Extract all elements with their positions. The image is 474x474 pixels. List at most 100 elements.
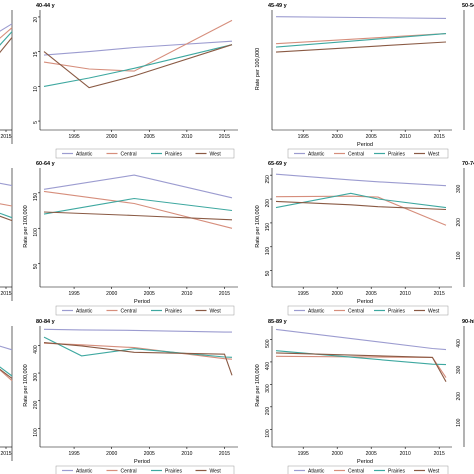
series-line-prairies bbox=[0, 31, 13, 46]
y-tick-label: 100 bbox=[265, 247, 271, 256]
y-tick-label: 100 bbox=[265, 429, 271, 438]
series-line-central bbox=[275, 355, 447, 378]
y-tick-label: 400 bbox=[33, 345, 39, 354]
legend-label: West bbox=[210, 469, 222, 474]
y-axis-title: Rate per 100,000 bbox=[255, 205, 261, 248]
legend-label: Central bbox=[348, 309, 364, 315]
y-tick-label: 200 bbox=[456, 392, 462, 401]
panel-title: 45-49 y bbox=[268, 3, 288, 9]
legend-label: Central bbox=[121, 309, 137, 315]
y-tick-label: 400 bbox=[456, 339, 462, 348]
x-tick-label: 2010 bbox=[181, 134, 192, 140]
legend-label: Prairies bbox=[165, 469, 182, 474]
series-line-prairies bbox=[43, 336, 233, 358]
x-tick-label: 2015 bbox=[0, 291, 11, 297]
y-tick-label: 200 bbox=[456, 218, 462, 227]
series-line-west bbox=[275, 41, 447, 53]
y-tick-label: 50 bbox=[265, 270, 271, 276]
legend-label: Atlantic bbox=[308, 309, 325, 315]
y-tick-label: 400 bbox=[265, 362, 271, 371]
panel-title: 50-54 y bbox=[462, 3, 474, 9]
series-line-atlantic bbox=[43, 174, 233, 199]
y-tick-label: 200 bbox=[265, 407, 271, 416]
legend bbox=[55, 465, 235, 474]
panel-partial-4: 2015 bbox=[0, 168, 13, 301]
series-line-west bbox=[43, 44, 233, 89]
x-tick-label: 2005 bbox=[144, 451, 155, 457]
x-tick-label: 2015 bbox=[0, 134, 11, 140]
legend-label: Central bbox=[121, 469, 137, 474]
legend-label: Prairies bbox=[165, 152, 182, 158]
panel-65-69-y: 65-69 y 1995 2000 2005 2010 2015 50 100 150 200 25… bbox=[255, 161, 452, 316]
x-tick-label: 2000 bbox=[332, 451, 343, 457]
panel-title: 60-64 y bbox=[36, 161, 56, 167]
legend-label: Atlantic bbox=[308, 152, 325, 158]
x-tick-label: 2015 bbox=[219, 291, 230, 297]
y-axis-title: Rate per 100,000 bbox=[255, 48, 261, 91]
legend-label: Atlantic bbox=[76, 152, 93, 158]
y-tick-label: 150 bbox=[265, 223, 271, 232]
series-line-west bbox=[275, 200, 447, 211]
legend bbox=[287, 148, 449, 159]
y-tick-label: 10 bbox=[33, 86, 39, 92]
legend-label: West bbox=[428, 309, 440, 315]
panel-85-89-y: 85-89 y 1995 2000 2005 2010 2015 100 200 300 400 5… bbox=[255, 319, 452, 474]
panel-title: 65-69 y bbox=[268, 161, 288, 167]
legend bbox=[55, 148, 235, 159]
y-axis-title: Rate per 100,000 bbox=[23, 205, 29, 248]
panel-60-64-y: 60-64 y 1995 2000 2005 2010 2015 50 100 150 Rate … bbox=[23, 161, 238, 316]
legend-label: Atlantic bbox=[308, 469, 325, 474]
y-tick-label: 5 bbox=[33, 121, 39, 124]
x-tick-label: 2015 bbox=[219, 134, 230, 140]
x-tick-label: 1995 bbox=[69, 134, 80, 140]
y-tick-label: 100 bbox=[33, 228, 39, 237]
x-tick-label: 1995 bbox=[298, 134, 309, 140]
y-axis-title: Rate per 100,000 bbox=[255, 364, 261, 407]
legend bbox=[55, 305, 235, 316]
y-tick-label: 100 bbox=[456, 418, 462, 427]
series-line-west bbox=[0, 215, 13, 222]
x-tick-label: 1995 bbox=[298, 291, 309, 297]
panel-partial-0: 2015 bbox=[0, 10, 13, 144]
series-line-atlantic bbox=[275, 16, 447, 19]
series-line-central bbox=[43, 190, 233, 229]
panel-70-74-y: 70-74 y 300 200 100 bbox=[456, 161, 474, 287]
x-tick-label: 2015 bbox=[219, 451, 230, 457]
series-line-west bbox=[0, 37, 13, 54]
series-line-atlantic bbox=[0, 23, 13, 32]
x-axis-title: Period bbox=[357, 299, 373, 305]
panel-40-44-y: 40-44 y 1995 2000 2005 2010 2015 5 10 15 20 Atlant… bbox=[33, 3, 238, 159]
legend-label: Prairies bbox=[388, 309, 405, 315]
series-line-atlantic bbox=[275, 328, 447, 351]
x-axis-title: Period bbox=[134, 459, 150, 465]
legend-label: Atlantic bbox=[76, 469, 93, 474]
x-tick-label: 2010 bbox=[400, 451, 411, 457]
series-line-prairies bbox=[275, 350, 447, 366]
y-tick-label: 100 bbox=[456, 251, 462, 260]
x-axis-title: Period bbox=[357, 459, 373, 465]
x-axis-title: Period bbox=[357, 142, 373, 148]
panel-45-49-y: 45-49 y 1995 2000 2005 2010 2015 Rate per 100,… bbox=[255, 3, 452, 159]
x-tick-label: 2005 bbox=[366, 291, 377, 297]
legend-label: West bbox=[428, 469, 440, 474]
panel-title: 85-89 y bbox=[268, 319, 288, 325]
series-line-atlantic bbox=[0, 182, 13, 187]
y-axis-title: Rate per 100,000 bbox=[23, 364, 29, 407]
legend bbox=[287, 305, 449, 316]
series-line-atlantic bbox=[0, 345, 13, 351]
x-tick-label: 2000 bbox=[106, 451, 117, 457]
series-line-central bbox=[0, 203, 13, 207]
x-tick-label: 2000 bbox=[106, 134, 117, 140]
panel-title: 70-74 y bbox=[462, 161, 474, 167]
y-tick-label: 15 bbox=[33, 51, 39, 57]
series-line-central bbox=[0, 369, 13, 382]
series-line-prairies bbox=[275, 192, 447, 209]
y-tick-label: 100 bbox=[33, 428, 39, 437]
series-line-prairies bbox=[275, 33, 447, 48]
x-tick-label: 2005 bbox=[144, 291, 155, 297]
y-tick-label: 150 bbox=[33, 193, 39, 202]
series-line-central bbox=[43, 19, 233, 72]
series-line-prairies bbox=[0, 366, 13, 377]
x-tick-label: 1995 bbox=[69, 451, 80, 457]
x-tick-label: 2010 bbox=[400, 134, 411, 140]
